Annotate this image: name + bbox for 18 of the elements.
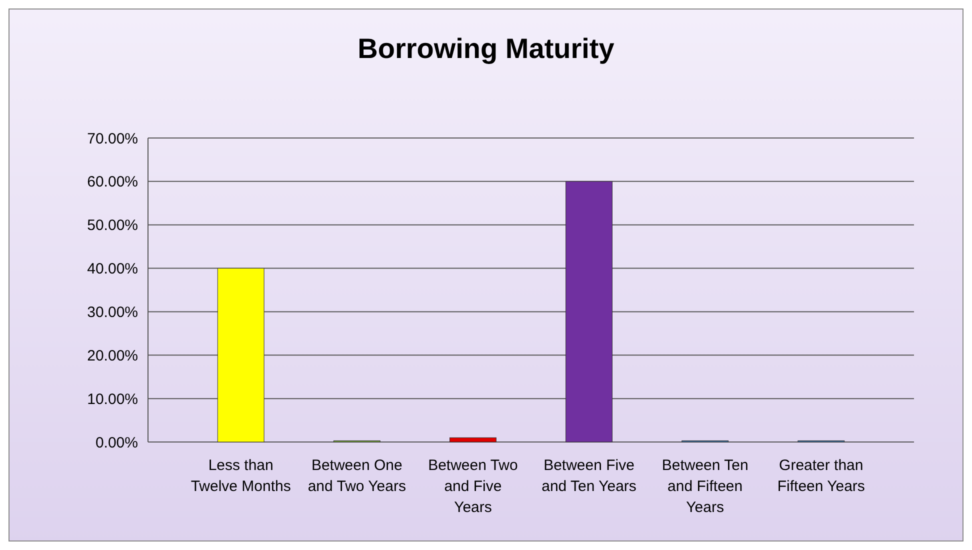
x-tick-label: Less than Twelve Months — [190, 457, 291, 495]
y-tick-label: 30.00% — [87, 304, 138, 321]
bar — [450, 437, 496, 442]
x-tick-label: Between Two and Five Years — [428, 457, 518, 516]
x-tick-label: Greater than Fifteen Years — [777, 457, 865, 495]
y-tick-label: 10.00% — [87, 390, 138, 408]
y-tick-label: 50.00% — [87, 217, 138, 234]
bar — [566, 181, 612, 442]
y-tick-label: 0.00% — [95, 434, 138, 452]
x-tick-label: Between Five and Ten Years — [542, 457, 636, 495]
x-tick-label: Between Ten and Fifteen Years — [662, 457, 748, 516]
y-tick-label: 20.00% — [87, 347, 138, 364]
y-tick-label: 70.00% — [87, 130, 138, 148]
bar — [217, 268, 264, 442]
x-tick-label: Between One and Two Years — [308, 457, 406, 495]
y-tick-label: 60.00% — [87, 174, 138, 191]
y-tick-label: 40.00% — [87, 260, 138, 278]
chart-title: Borrowing Maturity — [358, 33, 615, 64]
